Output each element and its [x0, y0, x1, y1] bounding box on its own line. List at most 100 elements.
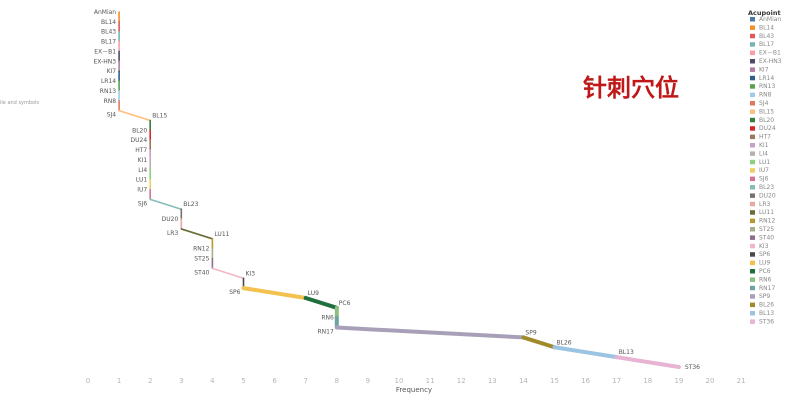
legend-entry: IU7 [759, 167, 769, 174]
point-label: EX-HN3 [94, 58, 117, 65]
legend-entry: EX－B1 [759, 50, 781, 57]
x-tick-label: 3 [179, 377, 183, 385]
legend-entry: ST25 [759, 226, 774, 233]
legend-entry: LI4 [759, 150, 768, 157]
legend-swatch [750, 159, 755, 165]
legend-entry: ST40 [759, 234, 774, 241]
legend-swatch [750, 243, 755, 249]
point-label: KI7 [107, 68, 117, 75]
legend-swatch [750, 151, 755, 156]
legend-entry: BL26 [759, 302, 774, 309]
point-label: ST36 [685, 364, 700, 371]
line-segment [614, 355, 681, 369]
x-tick-label: 11 [426, 377, 435, 385]
legend-entry: RN6 [759, 276, 772, 283]
point-labels: AnMian BL14 BL43 BL17 EX－B1 EX-HN3 KI7 LR14 RN13… [94, 9, 701, 371]
legend-entry: KI3 [759, 243, 769, 250]
point-label: SP9 [525, 329, 536, 336]
point-label: SP6 [229, 289, 240, 296]
legend-entry: BL14 [759, 24, 774, 31]
legend-entry: LU1 [759, 159, 770, 166]
legend-swatch [750, 210, 755, 215]
point-label: RN6 [321, 315, 334, 322]
x-tick-label: 8 [335, 377, 339, 385]
x-tick-label: 4 [210, 377, 215, 385]
x-tick-label: 17 [612, 377, 621, 385]
x-tick-label: 14 [519, 377, 528, 385]
point-label: BL23 [183, 201, 198, 208]
legend-entry: SJ6 [759, 176, 769, 183]
point-label: SJ6 [138, 200, 148, 207]
legend-swatch [750, 285, 755, 291]
point-label: AnMian [94, 9, 116, 16]
line-segment [211, 267, 245, 280]
legend-entry: SJ4 [759, 100, 769, 107]
legend-entry: LR3 [759, 201, 771, 208]
point-label: DU24 [131, 137, 148, 144]
legend-swatch [750, 42, 755, 47]
point-label: LR14 [101, 78, 116, 85]
x-tick-label: 12 [457, 377, 466, 385]
x-tick-label: 0 [86, 377, 90, 385]
legend-swatch [750, 302, 755, 308]
legend-swatch [750, 235, 755, 240]
legend-swatch [750, 134, 755, 140]
point-label: BL20 [132, 127, 147, 134]
x-tick-label: 15 [550, 377, 559, 385]
line-segment [241, 286, 308, 300]
legend-swatch [750, 260, 755, 266]
legend-swatch [750, 109, 755, 114]
legend-swatch [750, 33, 755, 39]
legend-swatch [750, 252, 755, 257]
legend-swatch [750, 168, 755, 173]
legend-swatch [750, 75, 755, 81]
point-label: BL43 [101, 29, 116, 36]
legend-title: Acupoint [748, 9, 781, 17]
x-tick-label: 10 [395, 377, 404, 385]
legend-entry: LR14 [759, 75, 774, 82]
legend-entry: EX-HN3 [759, 58, 782, 65]
point-label: SJ4 [107, 112, 117, 119]
legend-entry: RN17 [759, 285, 775, 292]
legend-entry: RN13 [759, 83, 775, 90]
legend-entry: BL17 [759, 41, 774, 48]
point-label: ST25 [194, 256, 209, 263]
legend-entry: BL20 [759, 117, 774, 124]
legend: Acupoint AnMianBL14BL43BL17EX－B1EX-HN3KI… [748, 9, 782, 325]
point-label: HT7 [135, 147, 147, 154]
side-note: ile and symbols [0, 100, 39, 106]
x-tick-label: 18 [643, 377, 652, 385]
x-tick-label: 5 [241, 377, 245, 385]
point-label: BL14 [101, 19, 116, 26]
x-tick-label: 19 [674, 377, 683, 385]
point-label: LU9 [308, 290, 319, 297]
line-segment [334, 325, 526, 340]
point-label: KI3 [246, 270, 256, 277]
line-segment [149, 198, 183, 211]
legend-swatch [750, 319, 755, 324]
legend-swatch [750, 201, 755, 207]
line-segment [552, 345, 619, 360]
legend-swatch [750, 143, 755, 148]
x-axis-ticks: 0 1 2 3 4 5 6 7 8 9 10 11 12 13 14 15 16 17 18 19 20 21 [86, 377, 746, 385]
x-tick-label: 16 [581, 377, 590, 385]
point-label: RN12 [193, 246, 209, 253]
legend-entry: BL13 [759, 310, 774, 317]
legend-swatch [750, 193, 755, 198]
x-tick-label: 9 [366, 377, 370, 385]
x-tick-label: 7 [303, 377, 307, 385]
legend-entry: KI1 [759, 142, 769, 149]
point-label: EX－B1 [94, 48, 116, 55]
legend-swatch [750, 25, 755, 30]
x-tick-label: 6 [272, 377, 277, 385]
point-label: LU11 [214, 231, 229, 238]
legend-swatch [750, 17, 755, 22]
legend-entry: SP6 [759, 251, 770, 258]
legend-swatch [750, 218, 755, 224]
legend-entry: AnMian [759, 16, 781, 23]
series-line [118, 11, 681, 369]
legend-swatch [750, 269, 755, 274]
legend-swatch [750, 59, 755, 64]
point-label: BL26 [557, 339, 572, 346]
